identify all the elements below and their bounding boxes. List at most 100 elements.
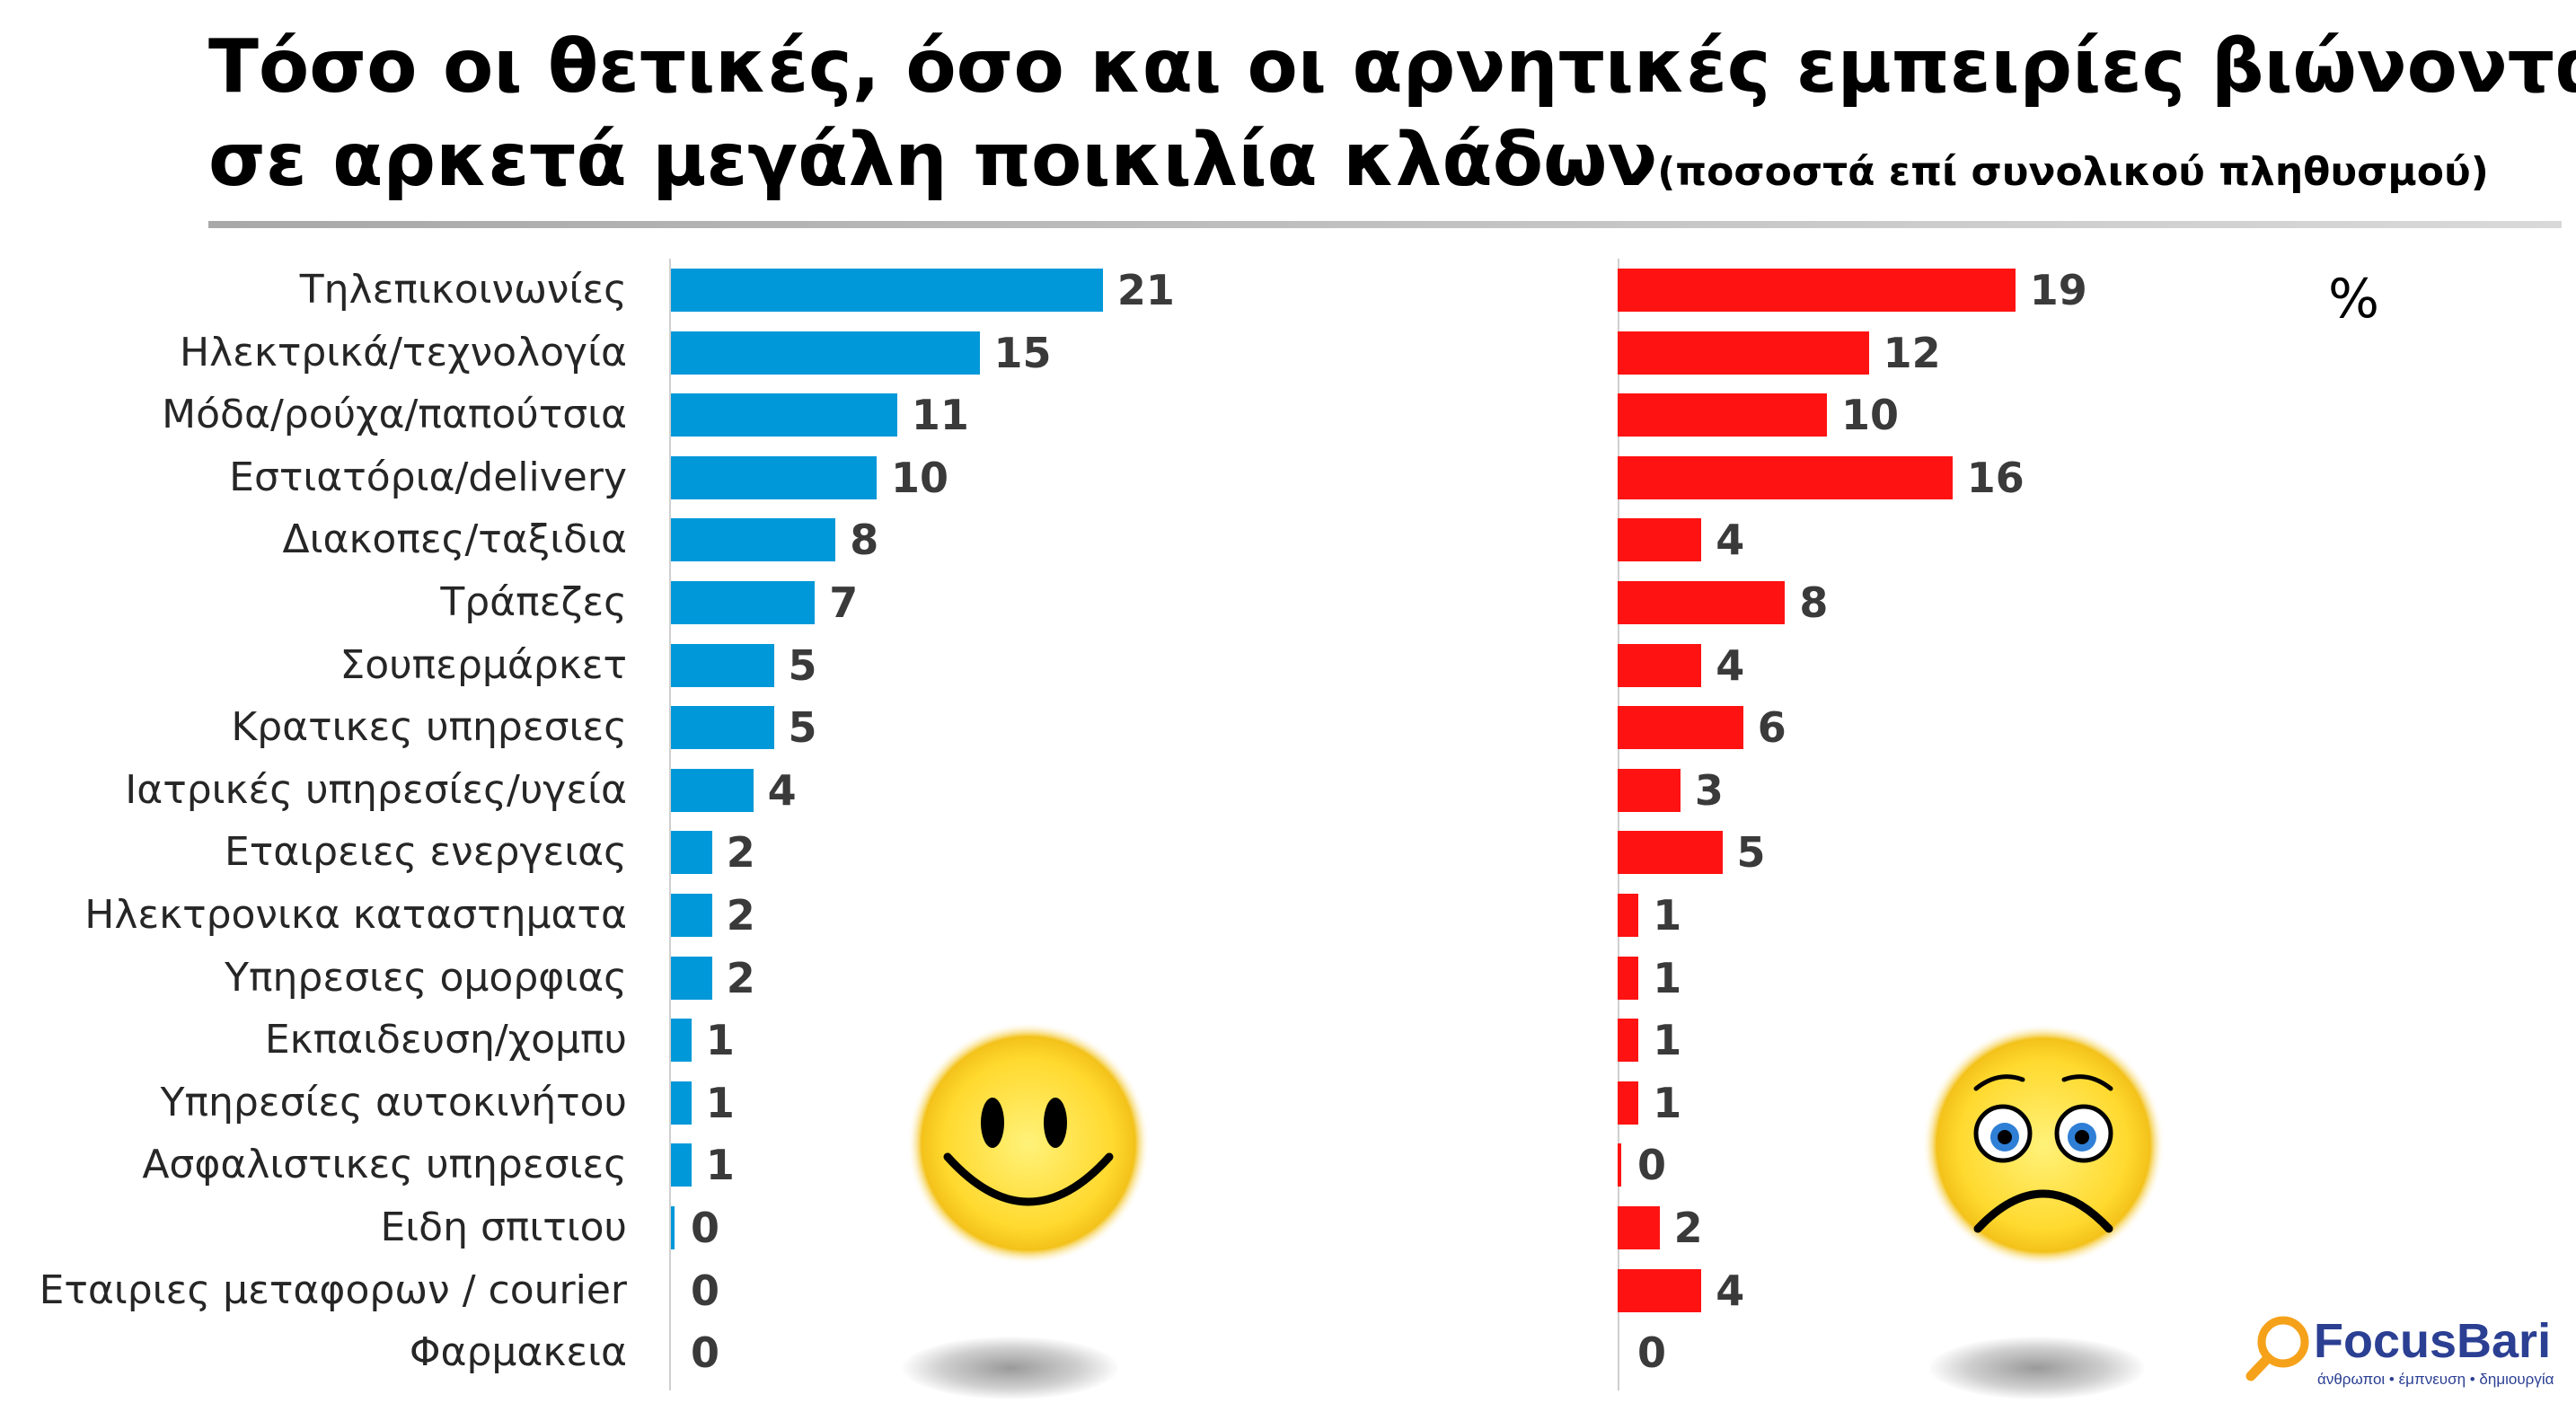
negative-value-label: 2 <box>1673 1204 1703 1252</box>
negative-value-label: 8 <box>1799 578 1829 627</box>
negative-value-label: 6 <box>1757 703 1786 753</box>
positive-value-label: 10 <box>891 453 949 502</box>
positive-value-label: 0 <box>691 1328 720 1378</box>
negative-bar <box>1618 956 1639 1000</box>
category-label: Τράπεζες <box>440 579 627 625</box>
category-label: Εταιρειες ενεργειας <box>225 829 627 876</box>
positive-value-label: 7 <box>829 578 859 627</box>
chart-title-line1: Τόσο οι θετικές, όσο και οι αρνητικές εμ… <box>208 24 2576 110</box>
negative-value-label: 1 <box>1653 1016 1682 1065</box>
category-label: Διακοπες/ταξιδια <box>282 516 628 563</box>
negative-value-label: 16 <box>1966 453 2025 502</box>
smiley-face-icon <box>907 1022 1150 1265</box>
negative-bar <box>1618 331 1869 375</box>
title-divider <box>208 221 2562 228</box>
positive-bar <box>671 581 816 624</box>
positive-bar <box>671 1143 692 1187</box>
logo-name: FocusBari <box>2314 1314 2552 1368</box>
category-label: Ηλεκτρονικα καταστηματα <box>84 892 627 938</box>
chart-title-line2-text: σε αρκετά μεγάλη ποικιλία κλάδων <box>208 118 1658 203</box>
negative-bar <box>1618 894 1639 937</box>
smiley-shadow <box>903 1337 1118 1399</box>
category-label: Ηλεκτρικά/τεχνολογία <box>180 329 627 375</box>
negative-value-label: 1 <box>1653 1078 1682 1127</box>
category-label: Σουπερμάρκετ <box>340 641 627 688</box>
positive-value-label: 11 <box>911 391 969 440</box>
positive-value-label: 1 <box>705 1141 735 1190</box>
positive-value-label: 1 <box>705 1016 735 1065</box>
positive-bar <box>671 768 754 812</box>
positive-bar <box>671 1206 675 1249</box>
positive-bar <box>671 393 897 437</box>
negative-bar <box>1618 643 1702 687</box>
focusbari-logo: FocusBari άνθρωποι • έμπνευση • δημιουργ… <box>2244 1313 2554 1396</box>
category-label: Ιατρικές υπηρεσίες/υγεία <box>125 766 627 813</box>
negative-bar <box>1618 269 2016 312</box>
category-label: Εταιριες μεταφορων / courier <box>39 1266 627 1313</box>
negative-bar <box>1618 393 1827 437</box>
positive-bar <box>671 455 877 499</box>
negative-bar <box>1618 1019 1639 1063</box>
sad-face-shadow <box>1929 1337 2145 1399</box>
positive-value-label: 15 <box>993 328 1052 377</box>
negative-bar <box>1618 581 1786 624</box>
negative-value-label: 0 <box>1637 1328 1667 1378</box>
negative-value-label: 12 <box>1883 328 1941 377</box>
positive-value-label: 0 <box>691 1204 720 1252</box>
positive-bar <box>671 269 1103 312</box>
negative-bar <box>1618 455 1953 499</box>
positive-value-label: 21 <box>1116 266 1175 314</box>
positive-value-label: 5 <box>788 640 817 690</box>
negative-bar <box>1618 1081 1639 1125</box>
category-label: Εκπαιδευση/χομπυ <box>264 1017 627 1063</box>
unit-label: % <box>2328 268 2380 331</box>
negative-value-label: 3 <box>1694 765 1724 815</box>
category-label: Φαρμακεια <box>409 1329 627 1376</box>
magnifier-icon <box>2245 1316 2309 1381</box>
positive-value-label: 1 <box>705 1078 735 1127</box>
negative-value-label: 4 <box>1716 1266 1745 1315</box>
negative-value-label: 5 <box>1736 828 1766 878</box>
negative-value-label: 1 <box>1653 953 1682 1002</box>
positive-value-label: 8 <box>850 516 879 565</box>
negative-value-label: 4 <box>1716 640 1745 690</box>
category-label: Υπηρεσιες ομορφιας <box>225 954 627 1001</box>
positive-bar <box>671 706 774 750</box>
category-label: Κρατικες υπηρεσιες <box>231 704 627 751</box>
negative-value-label: 4 <box>1716 516 1745 565</box>
negative-value-label: 0 <box>1637 1141 1667 1190</box>
negative-value-label: 1 <box>1653 891 1682 940</box>
positive-bar <box>671 831 712 875</box>
category-label: Τηλεπικοινωνίες <box>299 267 627 313</box>
negative-value-label: 19 <box>2029 266 2087 314</box>
category-label: Ασφαλιστικες υπηρεσιες <box>142 1142 627 1188</box>
negative-bar <box>1618 1206 1660 1249</box>
negative-bar <box>1618 1143 1621 1187</box>
negative-bar <box>1618 831 1723 875</box>
positive-value-label: 4 <box>767 765 797 815</box>
negative-bar <box>1618 1268 1702 1312</box>
negative-bar <box>1618 768 1681 812</box>
positive-panel-axis <box>669 259 671 1390</box>
negative-panel-axis <box>1618 259 1619 1390</box>
negative-bar <box>1618 706 1743 750</box>
positive-bar <box>671 643 774 687</box>
category-label: Υπηρεσίες αυτοκινήτου <box>160 1079 627 1125</box>
category-label: Ειδη σπιτιου <box>380 1204 627 1250</box>
category-label: Εστιατόρια/delivery <box>229 454 627 500</box>
chart-title-line2: σε αρκετά μεγάλη ποικιλία κλάδων(ποσοστά… <box>208 124 2489 198</box>
positive-value-label: 2 <box>726 828 755 878</box>
category-label: Μόδα/ρούχα/παπούτσια <box>162 392 627 438</box>
positive-bar <box>671 956 712 1000</box>
positive-bar <box>671 331 980 375</box>
sad-face-icon <box>1922 1024 2165 1266</box>
positive-bar <box>671 518 836 562</box>
positive-bar <box>671 1081 692 1125</box>
positive-value-label: 0 <box>691 1266 720 1315</box>
positive-bar <box>671 894 712 937</box>
positive-value-label: 2 <box>726 953 755 1002</box>
positive-bar <box>671 1019 692 1063</box>
chart-subtitle: (ποσοστά επί συνολικού πληθυσμού) <box>1657 149 2489 195</box>
negative-bar <box>1618 518 1702 562</box>
